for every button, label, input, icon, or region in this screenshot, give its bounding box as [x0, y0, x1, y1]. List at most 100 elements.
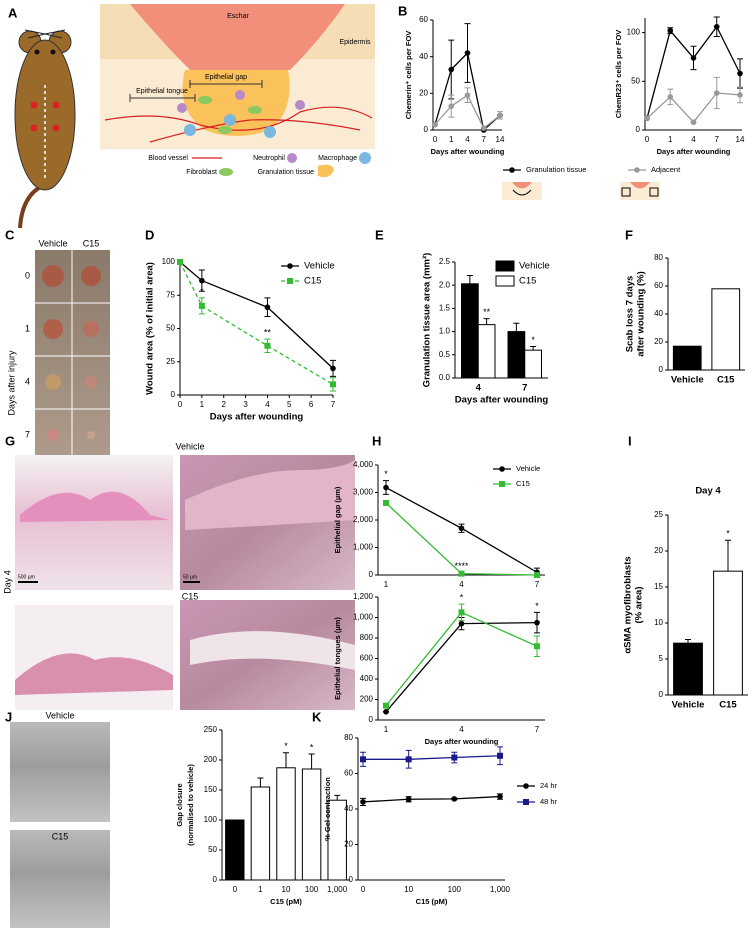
x-tick-label: 0 [361, 885, 366, 894]
legend-marker [523, 799, 529, 805]
y-axis-label: αSMA myofibroblasts [623, 556, 634, 653]
bar [524, 349, 542, 379]
significance-label: **** [454, 561, 469, 571]
significance-label: * [460, 593, 464, 603]
y-axis-label: Epithelial tongues (µm) [333, 617, 342, 700]
series-line [179, 261, 334, 385]
x-axis-label: Days after wounding [455, 395, 549, 406]
x-tick-label: 14 [496, 135, 505, 144]
legend-label: Granulation tissue [258, 169, 315, 176]
panel-label: J [5, 709, 12, 724]
point [713, 90, 720, 96]
legend-label: Vehicle [304, 261, 335, 272]
location-icons [502, 182, 660, 200]
legend-marker [499, 481, 505, 487]
y-tick-label: 3,000 [353, 488, 374, 497]
x-tick-label: 100 [305, 885, 319, 894]
scale-bar-label: 500 µm [18, 574, 35, 580]
row-label: Vehicle [175, 441, 204, 451]
error-bar [283, 752, 289, 768]
axis-label: Days after injury [6, 350, 16, 416]
point [737, 70, 743, 77]
y-tick-label: 40 [344, 804, 353, 813]
y-tick-label: 200 [204, 755, 218, 764]
x-tick-label: 0 [233, 885, 238, 894]
legend-swatch [495, 275, 515, 287]
column-label: Vehicle [38, 238, 67, 248]
y-tick-label: 20 [654, 546, 663, 555]
point [667, 27, 674, 34]
y-tick-label: 0 [349, 875, 354, 884]
y-tick-label: 0 [369, 570, 374, 579]
panel-label: E [375, 227, 384, 242]
panel-label: D [145, 227, 154, 242]
bar [711, 288, 741, 371]
x-axis-label: C15 (pM) [270, 897, 302, 906]
y-tick-label: 0 [171, 390, 176, 399]
x-tick-label: 1 [384, 725, 389, 734]
y-tick-label: 5 [659, 654, 664, 663]
bar [461, 283, 479, 379]
y-axis-label: Granulation tissue area (mm²) [422, 253, 433, 388]
error-bar [257, 777, 264, 787]
y-axis-label: Gap closure [175, 783, 184, 826]
significance-label: ** [483, 307, 491, 317]
y-tick-label: 250 [204, 725, 218, 734]
bar [672, 345, 702, 371]
x-tick-label: 7 [535, 580, 540, 589]
significance-label: * [535, 601, 539, 611]
y-tick-label: 20 [654, 337, 663, 346]
y-axis-label: ChemR23⁺ cells per FOV [614, 30, 623, 119]
significance-label: * [284, 741, 288, 751]
x-tick-label: 5 [287, 400, 292, 409]
y-tick-label: 1,000 [353, 613, 374, 622]
y-tick-label: 2.5 [439, 257, 451, 266]
significance-label: * [726, 529, 730, 539]
point [330, 365, 336, 372]
point [451, 796, 458, 802]
legend-marker [499, 466, 505, 472]
point [464, 50, 471, 56]
point [448, 66, 455, 73]
bar [250, 786, 271, 881]
panel-label: F [625, 227, 633, 242]
y-axis-label: Wound area (% of initial area) [145, 262, 156, 395]
y-tick-label: 40 [654, 309, 663, 318]
point [690, 119, 697, 126]
y-tick-label: 80 [344, 733, 353, 742]
x-tick-label: 0 [433, 135, 438, 144]
point [177, 259, 183, 265]
row-label: 0 [25, 270, 30, 280]
y-tick-label: 25 [166, 357, 175, 366]
y-tick-label: 0.5 [439, 350, 451, 359]
point [458, 620, 465, 627]
bar [713, 570, 743, 696]
point [432, 121, 438, 128]
x-tick-label: Vehicle [671, 375, 704, 386]
y-tick-label: 2.0 [439, 280, 451, 289]
side-label: Day 4 [2, 570, 12, 594]
legend-marker [287, 263, 293, 269]
legend-label: Blood vessel [148, 155, 188, 162]
x-tick-label: 0 [178, 400, 183, 409]
y-tick-label: 60 [419, 15, 428, 24]
x-tick-label: 4 [459, 580, 464, 589]
error-bar [725, 539, 731, 572]
point [713, 23, 720, 30]
panel-label: A [8, 5, 18, 20]
point [451, 754, 458, 761]
point [644, 115, 650, 122]
y-axis-label: (% area) [634, 587, 645, 624]
panel-label: B [398, 3, 407, 18]
error-bar [308, 753, 315, 769]
point [480, 125, 487, 131]
diagram-label: Epithelial tongue [136, 88, 188, 95]
y-tick-label: 100 [162, 257, 176, 266]
panel-label: I [628, 433, 632, 448]
point [497, 793, 503, 800]
series-line [362, 795, 501, 803]
point [448, 103, 455, 109]
point [458, 525, 465, 532]
legend-marker [634, 167, 640, 173]
